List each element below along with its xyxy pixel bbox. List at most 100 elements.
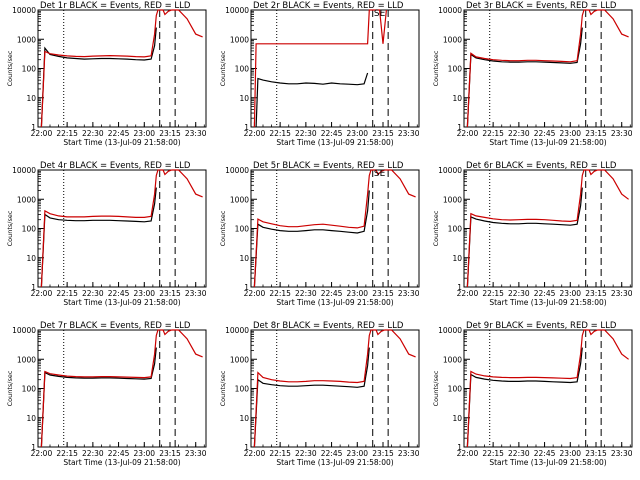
- x-tick-label: 22:45: [321, 449, 343, 458]
- plot-frame: [250, 169, 420, 288]
- panel-7: Det 7r BLACK = Events, RED = LLD 1 10 100 10…: [6, 321, 207, 467]
- y-tick-label: 100: [448, 65, 463, 74]
- x-tick-label: 22:45: [321, 129, 343, 138]
- y-tick-label: 1000: [230, 195, 249, 204]
- plot-frame: [463, 9, 633, 128]
- y-tick-label: 1000: [17, 355, 36, 364]
- y-tick-label: 10: [452, 94, 462, 103]
- plot-frame: [463, 169, 633, 288]
- lld-series-line: [253, 169, 416, 288]
- x-tick-label: 23:30: [398, 129, 420, 138]
- y-tick-label: 10000: [12, 166, 36, 175]
- x-tick-label: 22:15: [269, 449, 291, 458]
- x-tick-label: 22:30: [508, 449, 530, 458]
- lld-series-line: [466, 329, 629, 448]
- lld-series-line: [253, 9, 387, 128]
- x-tick-label: 23:15: [585, 289, 607, 298]
- y-tick-label: 10: [239, 94, 249, 103]
- y-tick-label: 1: [31, 443, 36, 452]
- y-tick-label: 10000: [225, 326, 249, 335]
- x-tick-label: 22:45: [534, 449, 556, 458]
- x-tick-label: 23:15: [585, 449, 607, 458]
- lld-series-line: [40, 9, 203, 128]
- plot-frame: [37, 9, 207, 128]
- x-tick-label: 22:30: [82, 289, 104, 298]
- x-tick-label: 22:00: [31, 129, 53, 138]
- y-tick-label: 10000: [12, 326, 36, 335]
- plot-frame: [37, 329, 207, 448]
- y-axis-label: Counts/sec: [219, 210, 227, 246]
- y-tick-label: 10: [239, 254, 249, 263]
- panel-1: Det 1r BLACK = Events, RED = LLD 1 10 100 10…: [6, 1, 207, 147]
- y-tick-label: 1000: [443, 195, 462, 204]
- y-tick-label: 100: [22, 385, 37, 394]
- y-tick-label: 1: [457, 443, 462, 452]
- lld-series-line: [253, 329, 416, 448]
- x-tick-label: 22:00: [31, 449, 53, 458]
- y-tick-label: 1: [244, 283, 249, 292]
- x-axis-label: Start Time (13-Jul-09 21:58:00): [489, 138, 606, 147]
- y-tick-label: 10: [26, 94, 36, 103]
- y-axis-label: Counts/sec: [432, 210, 440, 246]
- x-tick-label: 22:30: [82, 129, 104, 138]
- panel-title: Det 5r BLACK = Events, RED = LLD: [253, 161, 404, 171]
- plot-frame: [250, 329, 420, 448]
- y-axis-label: Counts/sec: [219, 370, 227, 406]
- x-tick-label: 22:30: [82, 449, 104, 458]
- x-tick-label: 23:00: [133, 449, 155, 458]
- x-tick-label: 23:15: [159, 289, 181, 298]
- x-axis-label: Start Time (13-Jul-09 21:58:00): [489, 458, 606, 467]
- x-tick-label: 22:30: [508, 289, 530, 298]
- y-tick-label: 1000: [17, 195, 36, 204]
- x-tick-label: 22:15: [56, 449, 78, 458]
- y-tick-label: 100: [22, 225, 37, 234]
- y-tick-label: 100: [448, 225, 463, 234]
- x-tick-label: 23:00: [346, 129, 368, 138]
- x-tick-label: 22:45: [108, 449, 130, 458]
- y-tick-label: 1: [244, 123, 249, 132]
- x-tick-label: 22:00: [31, 289, 53, 298]
- y-axis-label: Counts/sec: [6, 50, 14, 86]
- x-tick-label: 22:45: [534, 289, 556, 298]
- x-tick-label: 22:30: [295, 289, 317, 298]
- y-axis-label: Counts/sec: [432, 370, 440, 406]
- x-tick-label: 23:00: [346, 289, 368, 298]
- x-tick-label: 23:00: [559, 449, 581, 458]
- x-axis-label: Start Time (13-Jul-09 21:58:00): [63, 458, 180, 467]
- y-axis-label: Counts/sec: [6, 210, 14, 246]
- y-tick-label: 1000: [230, 35, 249, 44]
- x-axis-label: Start Time (13-Jul-09 21:58:00): [276, 138, 393, 147]
- panel-6: Det 6r BLACK = Events, RED = LLD 1 10 100 10…: [432, 161, 633, 307]
- y-tick-label: 100: [22, 65, 37, 74]
- y-tick-label: 1: [31, 123, 36, 132]
- x-tick-label: 22:30: [295, 449, 317, 458]
- x-tick-label: 22:00: [457, 289, 479, 298]
- x-tick-label: 23:30: [611, 449, 633, 458]
- x-tick-label: 23:30: [398, 449, 420, 458]
- y-tick-label: 1: [244, 443, 249, 452]
- panel-title: Det 7r BLACK = Events, RED = LLD: [40, 321, 191, 331]
- y-axis-label: Counts/sec: [219, 50, 227, 86]
- x-tick-label: 22:15: [269, 289, 291, 298]
- x-tick-label: 22:00: [244, 129, 266, 138]
- y-tick-label: 1000: [17, 35, 36, 44]
- y-tick-label: 10000: [225, 166, 249, 175]
- annotation-label: SE: [374, 9, 386, 19]
- panel-4: Det 4r BLACK = Events, RED = LLD 1 10 100 10…: [6, 161, 207, 307]
- panel-title: Det 2r BLACK = Events, RED = LLD: [253, 1, 404, 11]
- x-tick-label: 22:15: [482, 129, 504, 138]
- x-tick-label: 23:00: [133, 289, 155, 298]
- x-tick-label: 22:00: [244, 449, 266, 458]
- y-tick-label: 10000: [438, 6, 462, 15]
- x-tick-label: 22:00: [244, 289, 266, 298]
- x-axis-label: Start Time (13-Jul-09 21:58:00): [63, 138, 180, 147]
- events-series-line: [40, 347, 157, 448]
- x-tick-label: 22:15: [482, 289, 504, 298]
- lld-series-line: [40, 169, 203, 288]
- y-tick-label: 10: [26, 414, 36, 423]
- events-series-line: [466, 347, 583, 448]
- plot-frame: [37, 169, 207, 288]
- panel-title: Det 3r BLACK = Events, RED = LLD: [466, 1, 617, 11]
- panel-title: Det 6r BLACK = Events, RED = LLD: [466, 161, 617, 171]
- x-tick-label: 23:30: [611, 289, 633, 298]
